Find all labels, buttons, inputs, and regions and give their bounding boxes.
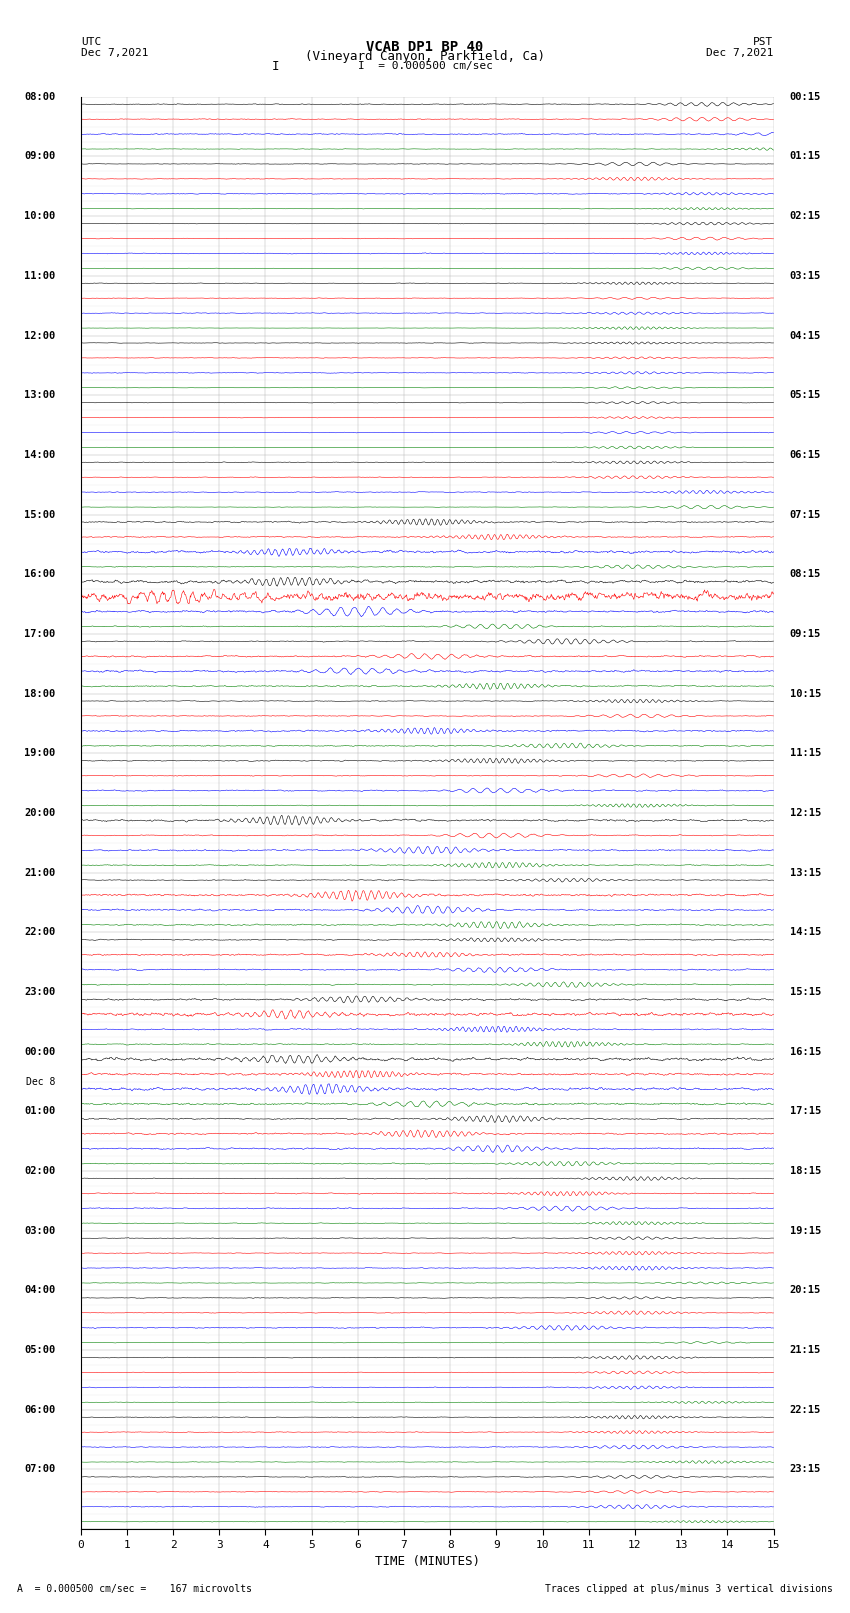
Text: Dec 7,2021: Dec 7,2021 — [81, 48, 148, 58]
Text: 00:00: 00:00 — [24, 1047, 55, 1057]
Text: 17:00: 17:00 — [24, 629, 55, 639]
Text: 18:15: 18:15 — [790, 1166, 821, 1176]
Text: 20:00: 20:00 — [24, 808, 55, 818]
Text: (Vineyard Canyon, Parkfield, Ca): (Vineyard Canyon, Parkfield, Ca) — [305, 50, 545, 63]
Text: VCAB DP1 BP 40: VCAB DP1 BP 40 — [366, 39, 484, 53]
Text: 23:00: 23:00 — [24, 987, 55, 997]
Text: 00:15: 00:15 — [790, 92, 821, 102]
Text: 05:00: 05:00 — [24, 1345, 55, 1355]
Text: 13:15: 13:15 — [790, 868, 821, 877]
Text: PST: PST — [753, 37, 774, 47]
Text: 14:00: 14:00 — [24, 450, 55, 460]
Text: 23:15: 23:15 — [790, 1465, 821, 1474]
Text: 18:00: 18:00 — [24, 689, 55, 698]
Text: 09:00: 09:00 — [24, 152, 55, 161]
Text: Traces clipped at plus/minus 3 vertical divisions: Traces clipped at plus/minus 3 vertical … — [545, 1584, 833, 1594]
Text: 10:00: 10:00 — [24, 211, 55, 221]
Text: 15:00: 15:00 — [24, 510, 55, 519]
Text: 19:15: 19:15 — [790, 1226, 821, 1236]
Text: 22:15: 22:15 — [790, 1405, 821, 1415]
Text: 21:15: 21:15 — [790, 1345, 821, 1355]
Text: 07:00: 07:00 — [24, 1465, 55, 1474]
Text: 16:00: 16:00 — [24, 569, 55, 579]
Text: 09:15: 09:15 — [790, 629, 821, 639]
Text: 02:00: 02:00 — [24, 1166, 55, 1176]
Text: 08:00: 08:00 — [24, 92, 55, 102]
Text: 11:00: 11:00 — [24, 271, 55, 281]
Text: 22:00: 22:00 — [24, 927, 55, 937]
Text: 04:15: 04:15 — [790, 331, 821, 340]
Text: 12:15: 12:15 — [790, 808, 821, 818]
Text: 16:15: 16:15 — [790, 1047, 821, 1057]
Text: Dec 8: Dec 8 — [26, 1076, 55, 1087]
Text: 04:00: 04:00 — [24, 1286, 55, 1295]
Text: 02:15: 02:15 — [790, 211, 821, 221]
Text: 12:00: 12:00 — [24, 331, 55, 340]
Text: 01:15: 01:15 — [790, 152, 821, 161]
Text: 19:00: 19:00 — [24, 748, 55, 758]
Text: 06:00: 06:00 — [24, 1405, 55, 1415]
Text: 05:15: 05:15 — [790, 390, 821, 400]
Text: 03:15: 03:15 — [790, 271, 821, 281]
Text: 10:15: 10:15 — [790, 689, 821, 698]
Text: 21:00: 21:00 — [24, 868, 55, 877]
Text: 06:15: 06:15 — [790, 450, 821, 460]
Text: 13:00: 13:00 — [24, 390, 55, 400]
Text: 17:15: 17:15 — [790, 1107, 821, 1116]
Text: A  = 0.000500 cm/sec =    167 microvolts: A = 0.000500 cm/sec = 167 microvolts — [17, 1584, 252, 1594]
Text: 03:00: 03:00 — [24, 1226, 55, 1236]
X-axis label: TIME (MINUTES): TIME (MINUTES) — [375, 1555, 479, 1568]
Text: Dec 7,2021: Dec 7,2021 — [706, 48, 774, 58]
Text: I  = 0.000500 cm/sec: I = 0.000500 cm/sec — [358, 61, 492, 71]
Text: 15:15: 15:15 — [790, 987, 821, 997]
Text: I: I — [272, 60, 280, 74]
Text: 14:15: 14:15 — [790, 927, 821, 937]
Text: 08:15: 08:15 — [790, 569, 821, 579]
Text: 11:15: 11:15 — [790, 748, 821, 758]
Text: 01:00: 01:00 — [24, 1107, 55, 1116]
Text: UTC: UTC — [81, 37, 101, 47]
Text: 20:15: 20:15 — [790, 1286, 821, 1295]
Text: 07:15: 07:15 — [790, 510, 821, 519]
